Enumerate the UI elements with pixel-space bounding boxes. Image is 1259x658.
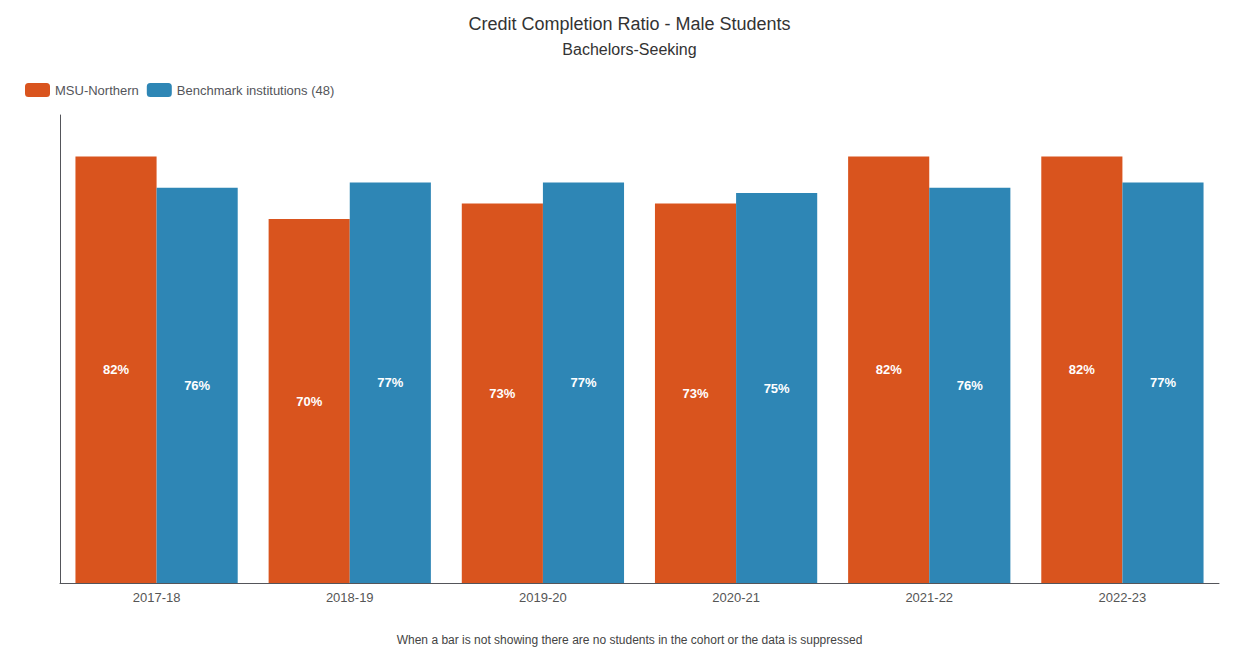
svg-text:76%: 76%: [184, 378, 210, 393]
svg-text:70%: 70%: [296, 394, 322, 409]
svg-text:2019-20: 2019-20: [519, 590, 567, 605]
svg-text:82%: 82%: [103, 362, 129, 377]
svg-text:2017-18: 2017-18: [133, 590, 181, 605]
svg-text:77%: 77%: [570, 375, 596, 390]
svg-text:MSU-Northern: MSU-Northern: [55, 83, 139, 98]
svg-text:2022-23: 2022-23: [1099, 590, 1147, 605]
svg-text:82%: 82%: [876, 362, 902, 377]
svg-text:73%: 73%: [683, 386, 709, 401]
svg-text:82%: 82%: [1069, 362, 1095, 377]
svg-text:2020-21: 2020-21: [712, 590, 760, 605]
svg-text:Benchmark institutions (48): Benchmark institutions (48): [177, 83, 335, 98]
svg-text:76%: 76%: [957, 378, 983, 393]
svg-text:77%: 77%: [1150, 375, 1176, 390]
svg-text:2021-22: 2021-22: [905, 590, 953, 605]
svg-text:77%: 77%: [377, 375, 403, 390]
svg-text:Credit Completion Ratio - Male: Credit Completion Ratio - Male Students: [468, 14, 790, 34]
svg-text:73%: 73%: [489, 386, 515, 401]
svg-text:75%: 75%: [764, 381, 790, 396]
svg-text:When a bar is not showing ther: When a bar is not showing there are no s…: [397, 633, 863, 647]
svg-text:Bachelors-Seeking: Bachelors-Seeking: [562, 41, 696, 58]
svg-text:2018-19: 2018-19: [326, 590, 374, 605]
